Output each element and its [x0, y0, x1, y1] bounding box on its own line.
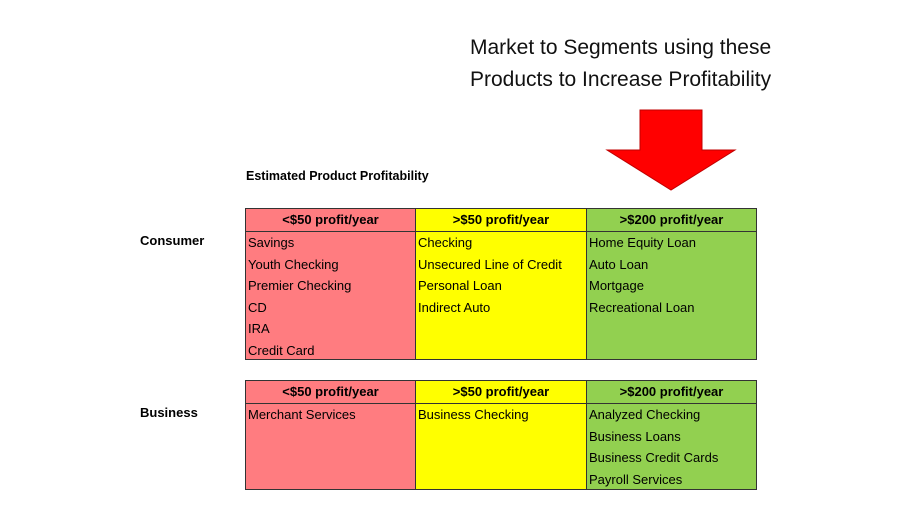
product: Payroll Services	[589, 471, 683, 487]
product: Recreational Loan	[589, 299, 695, 315]
product: Unsecured Line of Credit	[418, 256, 562, 272]
heading-line: Market to Segments using these	[470, 36, 772, 59]
product: Business Checking	[418, 407, 529, 422]
column: >$200 profit/year Analyzed Checking Busine…	[586, 380, 757, 490]
product: Business Credit Cards	[589, 450, 719, 465]
section-label: Consumer	[140, 233, 205, 248]
product: Youth Checking	[248, 256, 339, 272]
column: >$200 profit/year Home Equity Loan Auto Lo…	[586, 208, 757, 360]
product: Mortgage	[589, 278, 644, 293]
column-header: <$50 profit/year	[246, 381, 415, 404]
product: Home Equity Loan	[589, 235, 696, 250]
product: Merchant Services	[248, 407, 356, 422]
column-header: >$200 profit/year	[587, 209, 756, 232]
product: Credit Card	[248, 342, 315, 358]
product: Business Loans	[589, 428, 681, 444]
column-header: >$50 profit/year	[416, 209, 586, 232]
product: IRA	[248, 321, 270, 336]
product: CD	[248, 299, 267, 315]
column: <$50 profit/year Savings Youth Checking Pre…	[245, 208, 416, 360]
product: Savings	[248, 235, 295, 250]
column-header: >$50 profit/year	[416, 381, 586, 404]
column: >$50 profit/year Checking Unsecured Line o…	[415, 208, 587, 360]
product: Indirect Auto	[418, 299, 491, 315]
column-header: >$200 profit/year	[587, 381, 756, 404]
section-label: Business	[140, 405, 198, 420]
column: <$50 profit/year Merchant Services	[245, 380, 416, 490]
down-arrow	[605, 109, 737, 191]
product: Premier Checking	[248, 278, 352, 293]
column-header: <$50 profit/year	[246, 209, 415, 232]
product: Analyzed Checking	[589, 407, 701, 422]
heading-line: Products to Increase Profitability	[470, 68, 772, 91]
column: >$50 profit/year Business Checking	[415, 380, 587, 490]
product: Checking	[418, 235, 473, 250]
product: Auto Loan	[589, 256, 649, 272]
subtitle: Estimated Product Profitability	[246, 169, 429, 183]
product: Personal Loan	[418, 278, 502, 293]
